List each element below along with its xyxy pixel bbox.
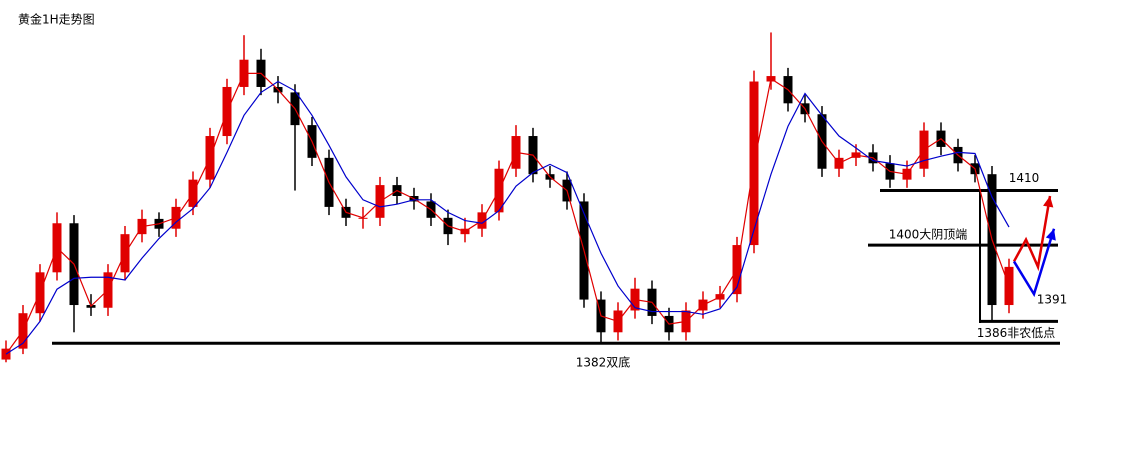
projection-line [1012, 195, 1052, 272]
arrow-head [1045, 228, 1056, 241]
annotation: 1391 [1037, 293, 1068, 307]
level-label: 1400大阴顶端 [889, 228, 968, 242]
projection-line [1012, 228, 1056, 298]
level-label: 1410 [1009, 171, 1040, 185]
candle-body [1, 348, 11, 360]
chart-title: 黄金1H走势图 [18, 12, 95, 27]
moving-average [5, 80, 1010, 355]
arrow-head [1043, 196, 1054, 208]
level-label: 1386非农低点 [977, 326, 1056, 340]
moving-average [5, 72, 1010, 355]
level-label: 1382双底 [576, 355, 631, 370]
